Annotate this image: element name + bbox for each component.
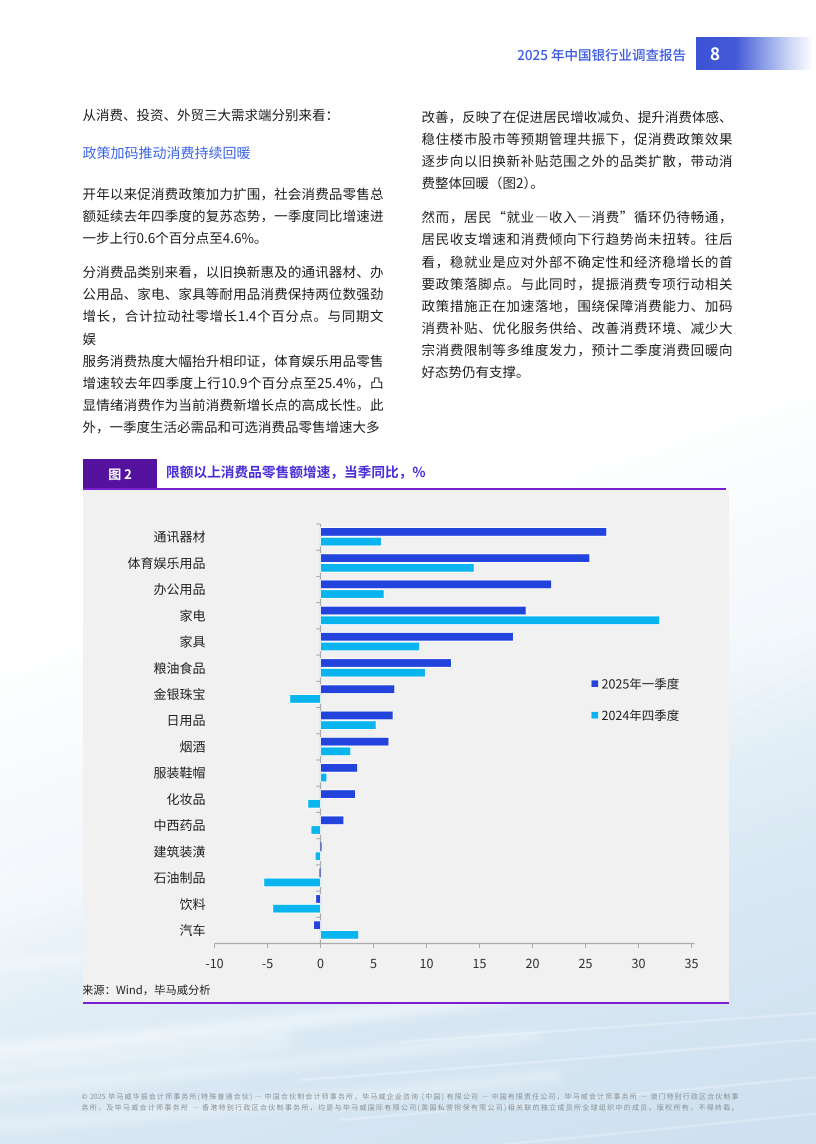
svg-text:粮油食品: 粮油食品 bbox=[153, 658, 205, 677]
svg-text:25: 25 bbox=[579, 953, 593, 972]
svg-text:化妆品: 化妆品 bbox=[166, 789, 205, 808]
svg-text:建筑装潢: 建筑装潢 bbox=[153, 841, 205, 860]
svg-text:15: 15 bbox=[473, 953, 487, 972]
svg-text:-5: -5 bbox=[262, 953, 273, 972]
svg-text:办公用品: 办公用品 bbox=[153, 579, 205, 598]
svg-text:体育娱乐用品: 体育娱乐用品 bbox=[127, 553, 205, 572]
svg-text:烟酒: 烟酒 bbox=[179, 736, 205, 755]
svg-text:家电: 家电 bbox=[179, 605, 205, 624]
svg-text:20: 20 bbox=[526, 953, 540, 972]
svg-text:5: 5 bbox=[370, 953, 377, 972]
svg-text:35: 35 bbox=[685, 953, 699, 972]
svg-text:30: 30 bbox=[632, 953, 646, 972]
svg-text:-10: -10 bbox=[205, 953, 223, 972]
svg-text:家具: 家具 bbox=[179, 631, 205, 650]
svg-text:2024年四季度: 2024年四季度 bbox=[602, 705, 680, 724]
svg-text:来源：Wind，毕马威分析: 来源：Wind，毕马威分析 bbox=[83, 982, 211, 998]
svg-text:服装鞋帽: 服装鞋帽 bbox=[153, 763, 205, 782]
svg-text:2025年一季度: 2025年一季度 bbox=[602, 673, 680, 692]
svg-text:金银珠宝: 金银珠宝 bbox=[153, 684, 205, 703]
svg-text:饮料: 饮料 bbox=[179, 894, 205, 913]
svg-text:10: 10 bbox=[420, 953, 434, 972]
svg-text:石油制品: 石油制品 bbox=[153, 867, 205, 886]
svg-text:0: 0 bbox=[317, 953, 324, 972]
svg-text:日用品: 日用品 bbox=[166, 710, 205, 729]
svg-text:通讯器材: 通讯器材 bbox=[153, 527, 205, 546]
svg-text:汽车: 汽车 bbox=[179, 920, 205, 939]
svg-text:中西药品: 中西药品 bbox=[153, 815, 205, 834]
